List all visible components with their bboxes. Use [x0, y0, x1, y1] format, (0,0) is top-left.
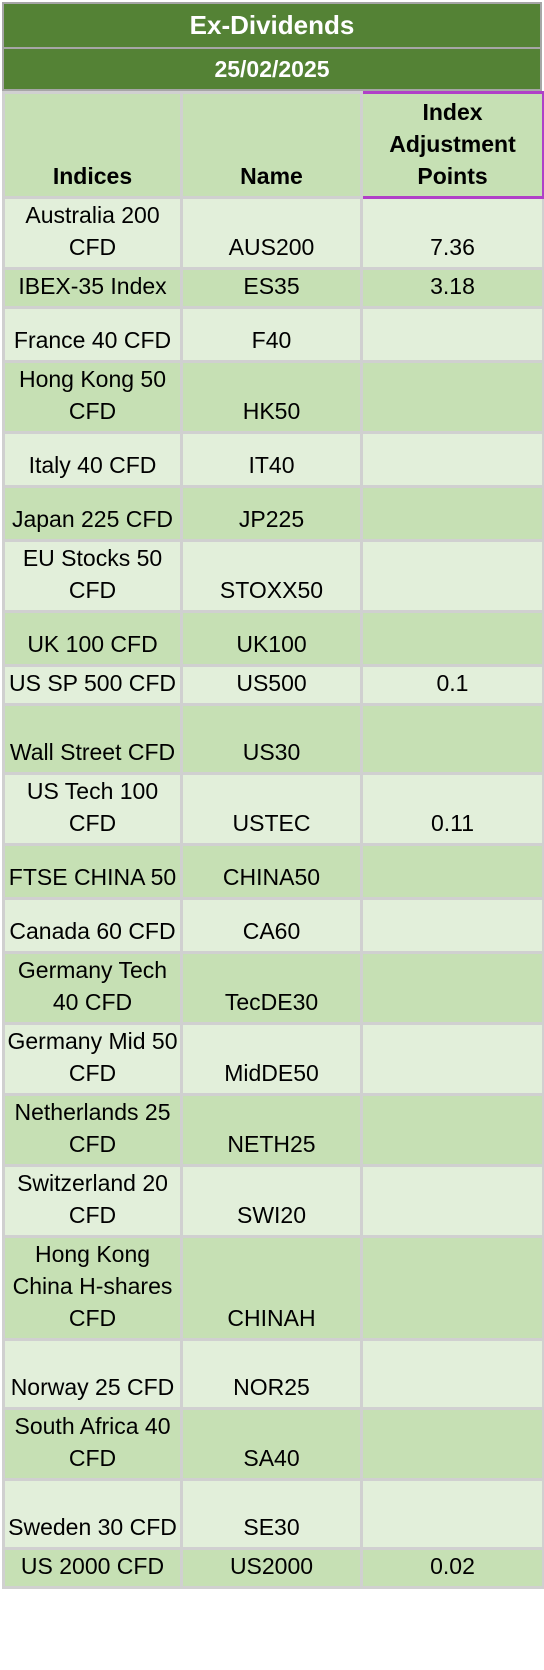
- cell-index[interactable]: Germany Tech 40 CFD: [2, 951, 183, 1025]
- cell-name[interactable]: JP225: [180, 485, 363, 542]
- cell-index[interactable]: Hong Kong 50 CFD: [2, 360, 183, 434]
- cell-name[interactable]: MidDE50: [180, 1022, 363, 1096]
- cell-points[interactable]: [360, 539, 544, 613]
- table-row: US Tech 100 CFD USTEC 0.11: [2, 772, 544, 846]
- cell-name[interactable]: US30: [180, 703, 363, 775]
- table-row: Japan 225 CFD JP225: [2, 485, 544, 542]
- table-row: Norway 25 CFD NOR25: [2, 1338, 544, 1410]
- cell-index[interactable]: Canada 60 CFD: [2, 897, 183, 954]
- cell-name[interactable]: STOXX50: [180, 539, 363, 613]
- cell-name[interactable]: UK100: [180, 610, 363, 667]
- cell-points[interactable]: [360, 1235, 544, 1341]
- cell-points[interactable]: 3.18: [360, 267, 544, 309]
- cell-index[interactable]: Germany Mid 50 CFD: [2, 1022, 183, 1096]
- cell-points[interactable]: [360, 843, 544, 900]
- header-adjustment-points[interactable]: Index Adjustment Points: [360, 91, 544, 199]
- cell-points[interactable]: 0.11: [360, 772, 544, 846]
- table-row: France 40 CFD F40: [2, 306, 544, 363]
- table-row: Sweden 30 CFD SE30: [2, 1478, 544, 1550]
- cell-index[interactable]: FTSE CHINA 50: [2, 843, 183, 900]
- cell-name[interactable]: AUS200: [180, 196, 363, 270]
- cell-index[interactable]: Wall Street CFD: [2, 703, 183, 775]
- cell-index[interactable]: IBEX-35 Index: [2, 267, 183, 309]
- table-row: Hong Kong China H-shares CFD CHINAH: [2, 1235, 544, 1341]
- cell-name[interactable]: CHINAH: [180, 1235, 363, 1341]
- cell-points[interactable]: 0.1: [360, 664, 544, 706]
- table-row: Netherlands 25 CFD NETH25: [2, 1093, 544, 1167]
- cell-name[interactable]: US2000: [180, 1547, 363, 1589]
- cell-points[interactable]: [360, 1338, 544, 1410]
- cell-points[interactable]: [360, 1164, 544, 1238]
- cell-index[interactable]: Australia 200 CFD: [2, 196, 183, 270]
- table-row: South Africa 40 CFD SA40: [2, 1407, 544, 1481]
- cell-points[interactable]: 0.02: [360, 1547, 544, 1589]
- table-row: EU Stocks 50 CFD STOXX50: [2, 539, 544, 613]
- table-row: Wall Street CFD US30: [2, 703, 544, 775]
- sheet-date: 25/02/2025: [2, 49, 542, 91]
- cell-name[interactable]: NETH25: [180, 1093, 363, 1167]
- table-row: IBEX-35 Index ES35 3.18: [2, 267, 544, 309]
- cell-points[interactable]: [360, 897, 544, 954]
- sheet-title: Ex-Dividends: [2, 2, 542, 49]
- table-row: FTSE CHINA 50 CHINA50: [2, 843, 544, 900]
- table-row: Canada 60 CFD CA60: [2, 897, 544, 954]
- cell-points[interactable]: [360, 1093, 544, 1167]
- cell-name[interactable]: US500: [180, 664, 363, 706]
- table-row: Hong Kong 50 CFD HK50: [2, 360, 544, 434]
- dividends-table: Indices Name Index Adjustment Points Aus…: [2, 91, 544, 1589]
- cell-name[interactable]: HK50: [180, 360, 363, 434]
- cell-points[interactable]: [360, 306, 544, 363]
- cell-name[interactable]: CHINA50: [180, 843, 363, 900]
- cell-name[interactable]: SWI20: [180, 1164, 363, 1238]
- table-row: Italy 40 CFD IT40: [2, 431, 544, 488]
- cell-index[interactable]: EU Stocks 50 CFD: [2, 539, 183, 613]
- cell-index[interactable]: Netherlands 25 CFD: [2, 1093, 183, 1167]
- table-row: Australia 200 CFD AUS200 7.36: [2, 196, 544, 270]
- cell-points[interactable]: 7.36: [360, 196, 544, 270]
- table-body: Australia 200 CFD AUS200 7.36 IBEX-35 Index…: [2, 196, 544, 1589]
- cell-points[interactable]: [360, 1407, 544, 1481]
- cell-name[interactable]: SE30: [180, 1478, 363, 1550]
- cell-index[interactable]: UK 100 CFD: [2, 610, 183, 667]
- ex-dividends-sheet: Ex-Dividends 25/02/2025 Indices Name Ind…: [2, 2, 544, 1589]
- cell-name[interactable]: CA60: [180, 897, 363, 954]
- cell-index[interactable]: US SP 500 CFD: [2, 664, 183, 706]
- header-row: Indices Name Index Adjustment Points: [2, 91, 544, 199]
- table-row: UK 100 CFD UK100: [2, 610, 544, 667]
- cell-index[interactable]: Japan 225 CFD: [2, 485, 183, 542]
- cell-name[interactable]: TecDE30: [180, 951, 363, 1025]
- cell-points[interactable]: [360, 610, 544, 667]
- table-row: Germany Tech 40 CFD TecDE30: [2, 951, 544, 1025]
- cell-name[interactable]: USTEC: [180, 772, 363, 846]
- cell-name[interactable]: F40: [180, 306, 363, 363]
- table-row: US 2000 CFD US2000 0.02: [2, 1547, 544, 1589]
- table-row: Switzerland 20 CFD SWI20: [2, 1164, 544, 1238]
- cell-index[interactable]: US Tech 100 CFD: [2, 772, 183, 846]
- cell-points[interactable]: [360, 1478, 544, 1550]
- cell-points[interactable]: [360, 485, 544, 542]
- cell-index[interactable]: South Africa 40 CFD: [2, 1407, 183, 1481]
- cell-index[interactable]: Norway 25 CFD: [2, 1338, 183, 1410]
- cell-name[interactable]: IT40: [180, 431, 363, 488]
- header-name: Name: [180, 91, 363, 199]
- cell-index[interactable]: US 2000 CFD: [2, 1547, 183, 1589]
- table-row: US SP 500 CFD US500 0.1: [2, 664, 544, 706]
- cell-index[interactable]: Sweden 30 CFD: [2, 1478, 183, 1550]
- cell-points[interactable]: [360, 1022, 544, 1096]
- cell-name[interactable]: SA40: [180, 1407, 363, 1481]
- cell-index[interactable]: Italy 40 CFD: [2, 431, 183, 488]
- cell-name[interactable]: NOR25: [180, 1338, 363, 1410]
- cell-name[interactable]: ES35: [180, 267, 363, 309]
- cell-points[interactable]: [360, 703, 544, 775]
- cell-index[interactable]: Switzerland 20 CFD: [2, 1164, 183, 1238]
- table-row: Germany Mid 50 CFD MidDE50: [2, 1022, 544, 1096]
- cell-points[interactable]: [360, 951, 544, 1025]
- cell-points[interactable]: [360, 431, 544, 488]
- cell-points[interactable]: [360, 360, 544, 434]
- cell-index[interactable]: France 40 CFD: [2, 306, 183, 363]
- header-indices: Indices: [2, 91, 183, 199]
- cell-index[interactable]: Hong Kong China H-shares CFD: [2, 1235, 183, 1341]
